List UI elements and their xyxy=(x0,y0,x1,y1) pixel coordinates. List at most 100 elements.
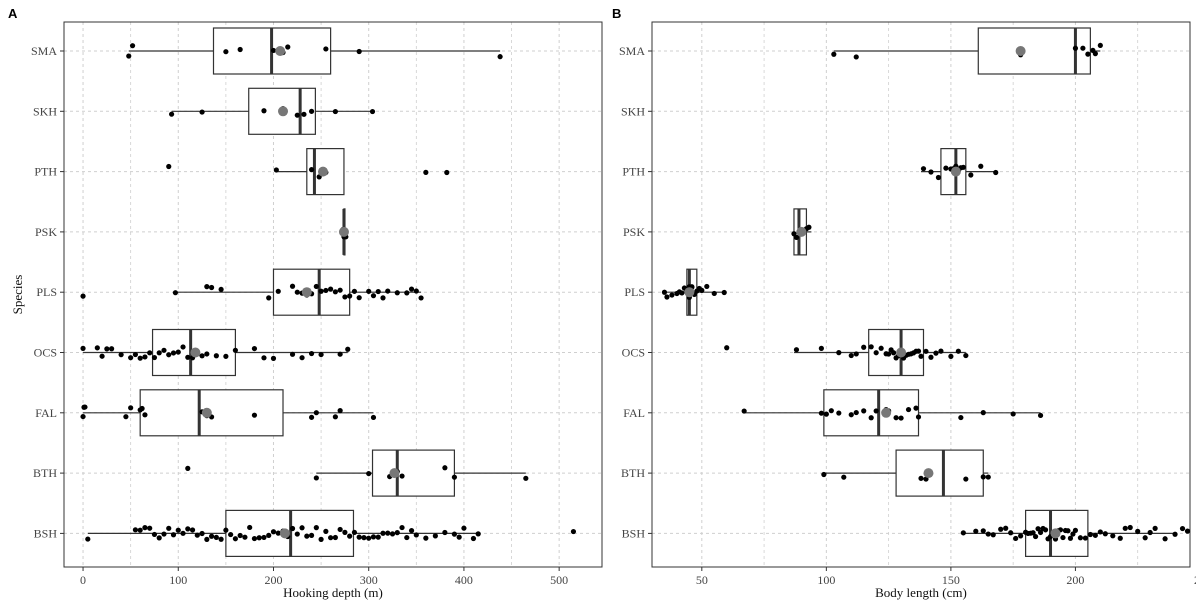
data-point-psk xyxy=(793,234,800,240)
data-point-ocs xyxy=(128,355,134,361)
data-point-bsh xyxy=(413,532,419,538)
data-point-pls xyxy=(385,288,391,294)
x-tick-label: 200 xyxy=(264,573,282,587)
data-point-sma xyxy=(323,46,329,52)
data-point-bsh xyxy=(213,534,219,540)
data-point-bsh xyxy=(256,535,262,541)
data-point-bsh xyxy=(985,531,991,537)
data-point-bsh xyxy=(375,534,381,540)
data-point-bsh xyxy=(1122,525,1128,531)
data-point-pth xyxy=(943,165,949,171)
data-point-bsh xyxy=(304,533,310,539)
data-point-bth xyxy=(399,473,405,479)
data-point-bth xyxy=(821,471,827,478)
y-tick-label: PLS xyxy=(624,285,645,299)
data-point-ocs xyxy=(963,352,969,359)
data-point-bsh xyxy=(1135,528,1141,534)
y-tick-label: BTH xyxy=(621,466,645,480)
data-point-bsh xyxy=(294,531,300,537)
data-point-bsh xyxy=(475,531,481,537)
data-point-bth xyxy=(442,465,448,471)
plot-frame xyxy=(651,21,1191,568)
data-point-bth xyxy=(366,470,372,477)
plot-frame xyxy=(63,21,603,568)
x-tick-label: 500 xyxy=(550,573,568,587)
data-point-pls xyxy=(208,284,215,291)
data-point-bsh xyxy=(323,528,329,534)
data-point-ocs xyxy=(836,350,842,356)
data-point-bsh xyxy=(147,525,153,531)
data-point-fal xyxy=(893,415,899,421)
x-axis-title: Hooking depth (m) xyxy=(283,585,383,600)
data-point-bsh xyxy=(199,530,205,537)
data-point-bsh xyxy=(470,535,477,542)
x-tick-label: 200 xyxy=(1066,573,1084,587)
data-point-fal xyxy=(1010,411,1016,417)
data-point-pls xyxy=(418,295,424,301)
data-point-bsh xyxy=(1147,529,1153,536)
data-point-bsh xyxy=(185,526,191,532)
data-point-sma xyxy=(1072,45,1079,51)
data-point-bsh xyxy=(990,532,996,538)
chart-panel-a: A 0 100 200 300 400 500 SMA SKH PTH PSK PLS OCS FAL BT… xyxy=(8,6,603,600)
data-point-bth xyxy=(918,475,924,481)
data-point-fal xyxy=(958,414,964,421)
data-point-pls xyxy=(204,284,210,290)
data-point-ocs xyxy=(142,354,148,360)
data-point-ocs xyxy=(104,346,110,352)
y-tick-label: BTH xyxy=(33,466,57,480)
data-point-fal xyxy=(370,414,377,421)
data-point-bsh xyxy=(313,525,319,531)
mean-marker-ocs xyxy=(896,347,907,358)
data-point-pls xyxy=(318,288,324,294)
data-point-ocs xyxy=(848,352,854,359)
data-point-bsh xyxy=(1072,527,1079,533)
data-point-bsh xyxy=(1077,535,1084,541)
data-point-ocs xyxy=(938,348,944,354)
data-point-skh xyxy=(369,108,376,115)
y-tick-label: SMA xyxy=(619,44,645,58)
data-point-pth xyxy=(920,166,927,172)
data-point-sma xyxy=(126,53,132,59)
data-point-ocs xyxy=(94,345,100,351)
data-point-bsh xyxy=(1065,528,1071,534)
data-point-bth xyxy=(451,474,458,480)
y-tick-label: PSK xyxy=(623,225,645,239)
data-point-sma xyxy=(1097,42,1103,49)
data-point-ocs xyxy=(137,355,143,361)
data-point-pls xyxy=(661,289,668,295)
data-point-bsh xyxy=(142,525,148,531)
data-point-psk xyxy=(806,224,812,230)
data-point-bsh xyxy=(1032,533,1039,540)
data-point-bsh xyxy=(1117,535,1123,541)
mean-marker-bsh xyxy=(279,528,290,539)
data-point-bsh xyxy=(1035,526,1041,532)
data-point-bsh xyxy=(1162,536,1168,542)
x-tick-label: 300 xyxy=(360,573,378,587)
data-point-pth xyxy=(308,167,315,173)
data-point-bsh xyxy=(223,527,229,533)
data-point-sma xyxy=(831,51,837,57)
data-point-bsh xyxy=(347,533,353,539)
y-tick-label: PTH xyxy=(622,165,645,179)
data-point-bsh xyxy=(1082,535,1088,541)
data-point-bsh xyxy=(404,534,410,541)
y-tick-label: OCS xyxy=(34,346,57,360)
data-point-ocs xyxy=(261,355,267,361)
data-point-fal xyxy=(898,415,904,421)
data-point-bsh xyxy=(270,529,277,535)
data-point-skh xyxy=(199,109,205,115)
data-point-bth xyxy=(185,465,191,471)
data-point-pls xyxy=(294,289,300,295)
data-point-pth xyxy=(968,172,974,178)
data-point-fal xyxy=(251,412,258,418)
data-point-bsh xyxy=(980,528,986,534)
data-point-pls xyxy=(356,295,362,301)
mean-marker-psk xyxy=(796,226,807,237)
mean-marker-sma xyxy=(275,46,286,56)
data-point-sma xyxy=(1092,51,1098,57)
data-point-bsh xyxy=(247,524,253,531)
data-point-bsh xyxy=(1067,535,1074,541)
data-point-bth xyxy=(523,475,529,481)
data-point-bsh xyxy=(432,533,438,539)
